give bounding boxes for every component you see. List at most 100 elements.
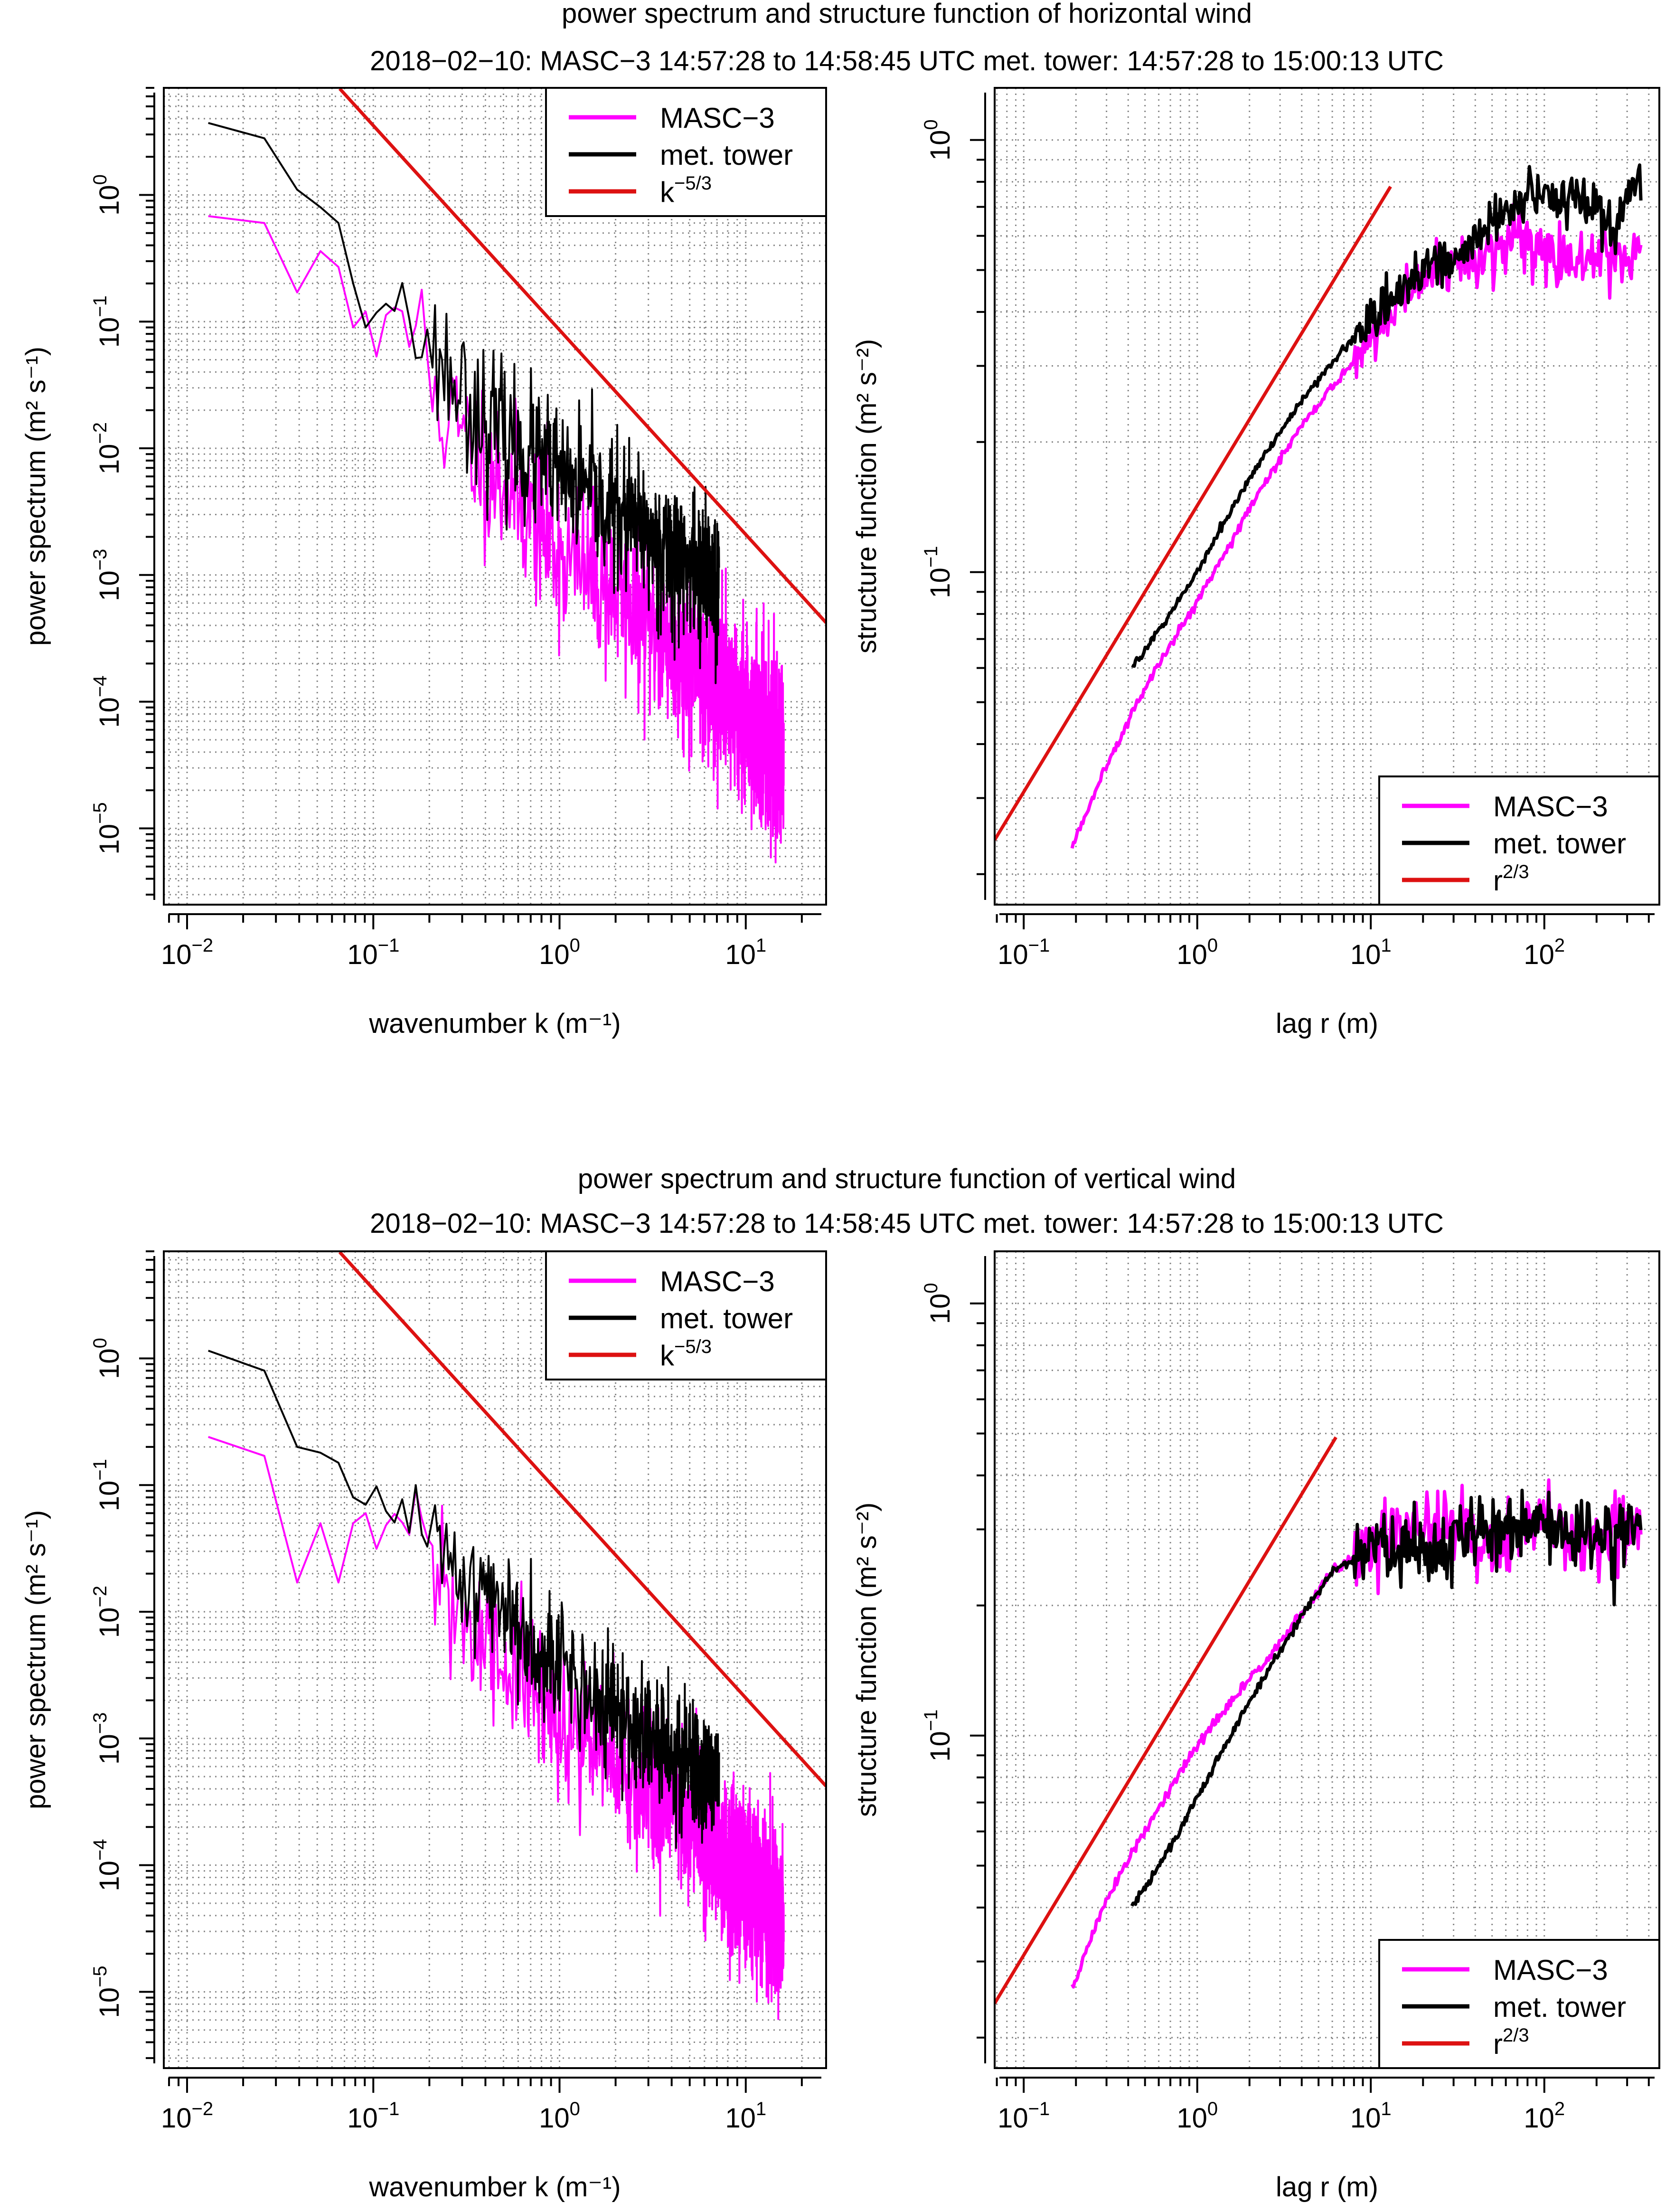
y-tick-label-exp: −1	[921, 546, 941, 568]
y-tick-label-base: 10	[925, 1731, 956, 1762]
y-tick-label-base: 10	[94, 317, 125, 348]
x-tick-label-exp: −2	[191, 2099, 213, 2119]
x-tick-label-exp: 0	[570, 2099, 580, 2119]
legend-label-masc: MASC−3	[1493, 1954, 1608, 1986]
y-tick-label-base: 10	[94, 444, 125, 475]
y-tick-label-base: 10	[94, 1607, 125, 1638]
y-tick-label: 100	[921, 1283, 956, 1324]
y-tick-label-base: 10	[925, 1294, 956, 1324]
x-tick-label: 10−1	[997, 935, 1050, 970]
x-tick-label: 100	[539, 2099, 580, 2134]
title-line1-top: power spectrum and structure function of…	[562, 0, 1252, 29]
x-tick-label-exp: 0	[1207, 2099, 1218, 2119]
y-tick-label: 10−5	[90, 1966, 125, 2018]
legend: MASC−3 met. tower k−5/3	[545, 87, 827, 217]
legend-label-ref-exp: 2/3	[1503, 861, 1529, 882]
plot-area	[208, 88, 826, 864]
y-tick-label-base: 10	[94, 1348, 125, 1379]
y-tick-label: 10−5	[90, 802, 125, 854]
x-tick-label-base: 10	[539, 939, 570, 970]
x-tick-label: 100	[1176, 935, 1218, 970]
x-tick-label-exp: −2	[191, 935, 213, 956]
series-tower-line	[1130, 1488, 1643, 1907]
series-masc-line	[208, 1436, 785, 2020]
x-axis-label: lag r (m)	[1276, 2172, 1378, 2203]
y-tick-label-base: 10	[925, 130, 956, 161]
y-axis	[139, 1250, 155, 2063]
x-axis	[996, 2077, 1655, 2093]
series-tower-line	[1131, 163, 1643, 668]
y-tick-label-base: 10	[94, 697, 125, 728]
title-line1-bottom: power spectrum and structure function of…	[578, 1163, 1236, 1194]
y-axis	[970, 93, 986, 900]
x-tick-label-exp: −1	[1028, 935, 1050, 956]
y-tick-label: 10−1	[90, 1459, 125, 1511]
x-tick-label: 101	[1350, 935, 1392, 970]
x-tick-label-exp: −1	[378, 2099, 400, 2119]
y-axis	[970, 1256, 986, 2063]
y-tick-label-base: 10	[94, 1734, 125, 1765]
series-masc-line	[208, 215, 785, 864]
y-tick-label: 100	[921, 119, 956, 161]
y-tick-label: 10−4	[90, 1839, 125, 1891]
title-line2-bottom: 2018−02−10: MASC−3 14:57:28 to 14:58:45 …	[370, 1208, 1444, 1239]
legend-box	[545, 1250, 827, 1380]
y-tick-label-base: 10	[94, 1987, 125, 2018]
x-tick-label-exp: 0	[570, 935, 580, 956]
panel-spectrum-vertical: 10−2 10−1 100 10110−510−410−310−210−1100wav…	[20, 1250, 827, 2203]
series-ref-line	[995, 186, 1392, 841]
x-axis	[168, 913, 821, 929]
legend-label-tower: met. tower	[660, 139, 793, 171]
series-tower-line	[208, 122, 720, 684]
y-tick-label-exp: 0	[90, 174, 111, 185]
plot-frame	[994, 1250, 1660, 2069]
y-tick-label-exp: 0	[921, 119, 941, 130]
legend-label-masc: MASC−3	[660, 102, 775, 134]
series-ref-line	[995, 1436, 1337, 2004]
legend-label-ref: k−5/3	[660, 1336, 712, 1371]
y-tick-label-exp: −1	[90, 1459, 111, 1481]
y-tick-label: 10−2	[90, 422, 125, 474]
y-axis-label: power spectrum (m² s⁻¹)	[20, 347, 51, 646]
x-tick-label-exp: −1	[378, 935, 400, 956]
legend-label-ref-exp: −5/3	[674, 173, 712, 194]
y-tick-label-exp: −4	[90, 1839, 111, 1861]
x-axis	[996, 913, 1655, 929]
series-masc-line	[1070, 202, 1643, 849]
y-axis-label: structure function (m² s⁻²)	[851, 339, 882, 653]
x-tick-label-base: 10	[725, 2103, 756, 2134]
x-tick-label-base: 10	[725, 939, 756, 970]
x-tick-label-base: 10	[1176, 2103, 1207, 2134]
series-ref-line	[338, 1251, 826, 1787]
x-tick-label-exp: 1	[756, 2099, 766, 2119]
legend-label-ref-base: r	[1493, 865, 1503, 897]
y-tick-label-exp: −4	[90, 676, 111, 698]
legend-label-ref: r2/3	[1493, 2025, 1529, 2060]
x-tick-label-base: 10	[347, 2103, 378, 2134]
x-tick-label: 102	[1524, 2099, 1565, 2134]
y-tick-label-exp: −3	[90, 549, 111, 571]
legend-box	[545, 87, 827, 217]
x-tick-label-base: 10	[997, 939, 1028, 970]
x-tick-label-base: 10	[347, 939, 378, 970]
y-axis-label: structure function (m² s⁻²)	[851, 1503, 882, 1817]
legend-label-tower: met. tower	[1493, 828, 1626, 860]
x-tick-label-base: 10	[1350, 939, 1381, 970]
legend-box	[1378, 775, 1660, 906]
plot-frame	[163, 87, 827, 906]
plot-area	[995, 1436, 1643, 2004]
legend-label-ref: r2/3	[1493, 861, 1529, 897]
y-tick-label: 10−1	[90, 295, 125, 348]
y-tick-label-exp: −2	[90, 422, 111, 444]
x-axis-label: lag r (m)	[1276, 1008, 1378, 1039]
y-tick-label-exp: −1	[90, 295, 111, 317]
x-tick-label-exp: 2	[1554, 2099, 1565, 2119]
legend-label-ref-base: k	[660, 176, 675, 208]
legend-label-ref-base: r	[1493, 2028, 1503, 2060]
x-axis	[168, 2077, 821, 2093]
x-tick-label-base: 10	[161, 939, 192, 970]
plot-area	[208, 1251, 826, 2020]
